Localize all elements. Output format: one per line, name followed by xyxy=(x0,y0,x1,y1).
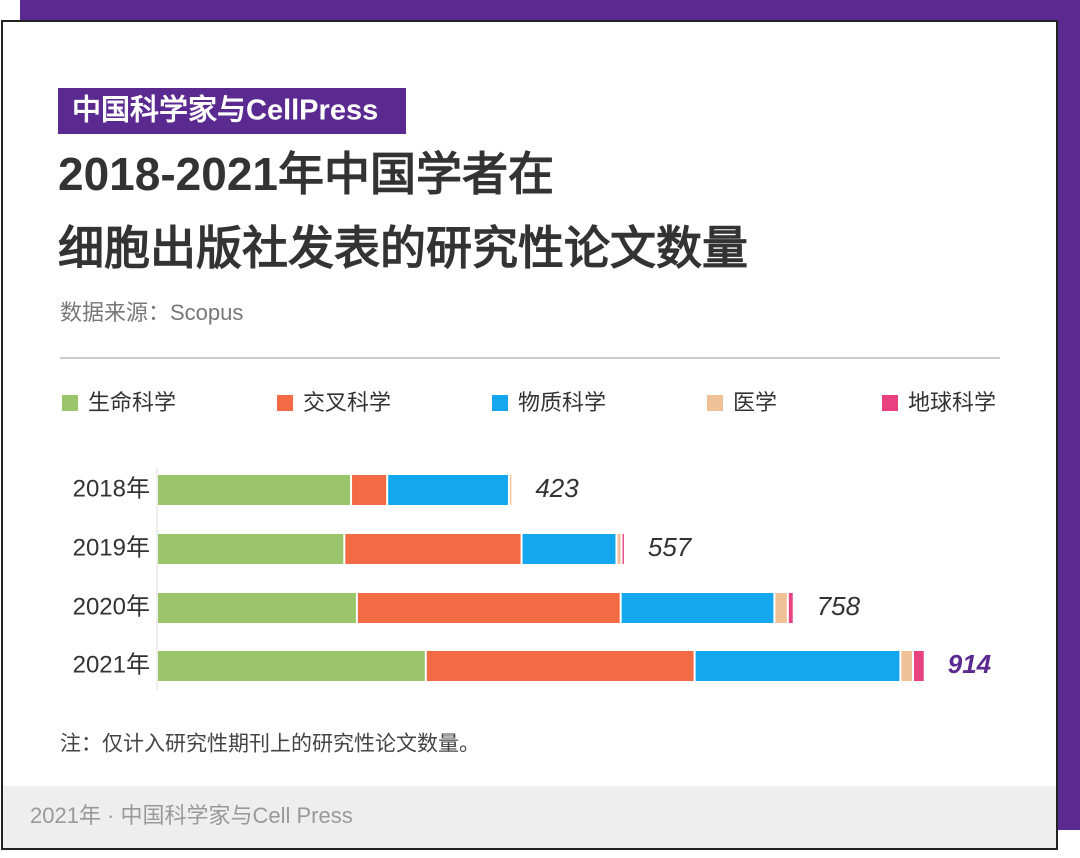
badge: 中国科学家与CellPress xyxy=(72,93,378,127)
legend-swatch xyxy=(62,395,78,411)
y-tick-label: 2021年 xyxy=(73,651,150,678)
bar-segment xyxy=(788,593,793,623)
bar-segment xyxy=(357,593,620,623)
legend-swatch xyxy=(707,395,723,411)
legend-label: 物质科学 xyxy=(518,390,606,415)
bar-segment xyxy=(775,593,787,623)
bar-segment xyxy=(914,651,924,681)
legend-swatch xyxy=(492,395,508,411)
legend-swatch xyxy=(277,395,293,411)
bar-segment xyxy=(345,534,521,564)
bar-segment xyxy=(158,651,425,681)
legend-label: 交叉科学 xyxy=(303,390,391,415)
total-label: 557 xyxy=(648,532,693,562)
bar-segment xyxy=(621,593,774,623)
bar-segment xyxy=(695,651,900,681)
chart-title: 细胞出版社发表的研究性论文数量 xyxy=(58,222,748,274)
legend-label: 医学 xyxy=(733,390,777,415)
y-tick-label: 2019年 xyxy=(73,534,150,561)
total-label: 423 xyxy=(535,473,579,503)
bar-segment xyxy=(158,475,351,505)
bar-segment xyxy=(388,475,508,505)
bar-segment xyxy=(522,534,616,564)
bar-segment xyxy=(426,651,694,681)
y-tick-label: 2020年 xyxy=(73,593,150,620)
bar-segment xyxy=(617,534,621,564)
bar-segment xyxy=(158,534,344,564)
footer: 2021年 · 中国科学家与Cell Press xyxy=(30,803,353,828)
bar-segment xyxy=(622,534,624,564)
legend-label: 生命科学 xyxy=(88,390,176,415)
badge-box xyxy=(58,88,406,134)
footer-band xyxy=(3,786,1056,848)
legend-label: 地球科学 xyxy=(908,390,996,415)
bar-segment xyxy=(509,475,512,505)
note: 注：仅计入研究性期刊上的研究性论文数量。 xyxy=(60,733,480,756)
bar-segment xyxy=(901,651,912,681)
total-label: 758 xyxy=(817,591,861,621)
total-label: 914 xyxy=(948,649,992,679)
bar-segment xyxy=(158,593,356,623)
card xyxy=(1,20,1058,850)
y-tick-label: 2018年 xyxy=(73,475,150,502)
chart-title: 2018-2021年中国学者在 xyxy=(58,148,554,200)
legend-swatch xyxy=(882,395,898,411)
source: 数据来源：Scopus xyxy=(60,300,243,325)
bar-segment xyxy=(352,475,387,505)
